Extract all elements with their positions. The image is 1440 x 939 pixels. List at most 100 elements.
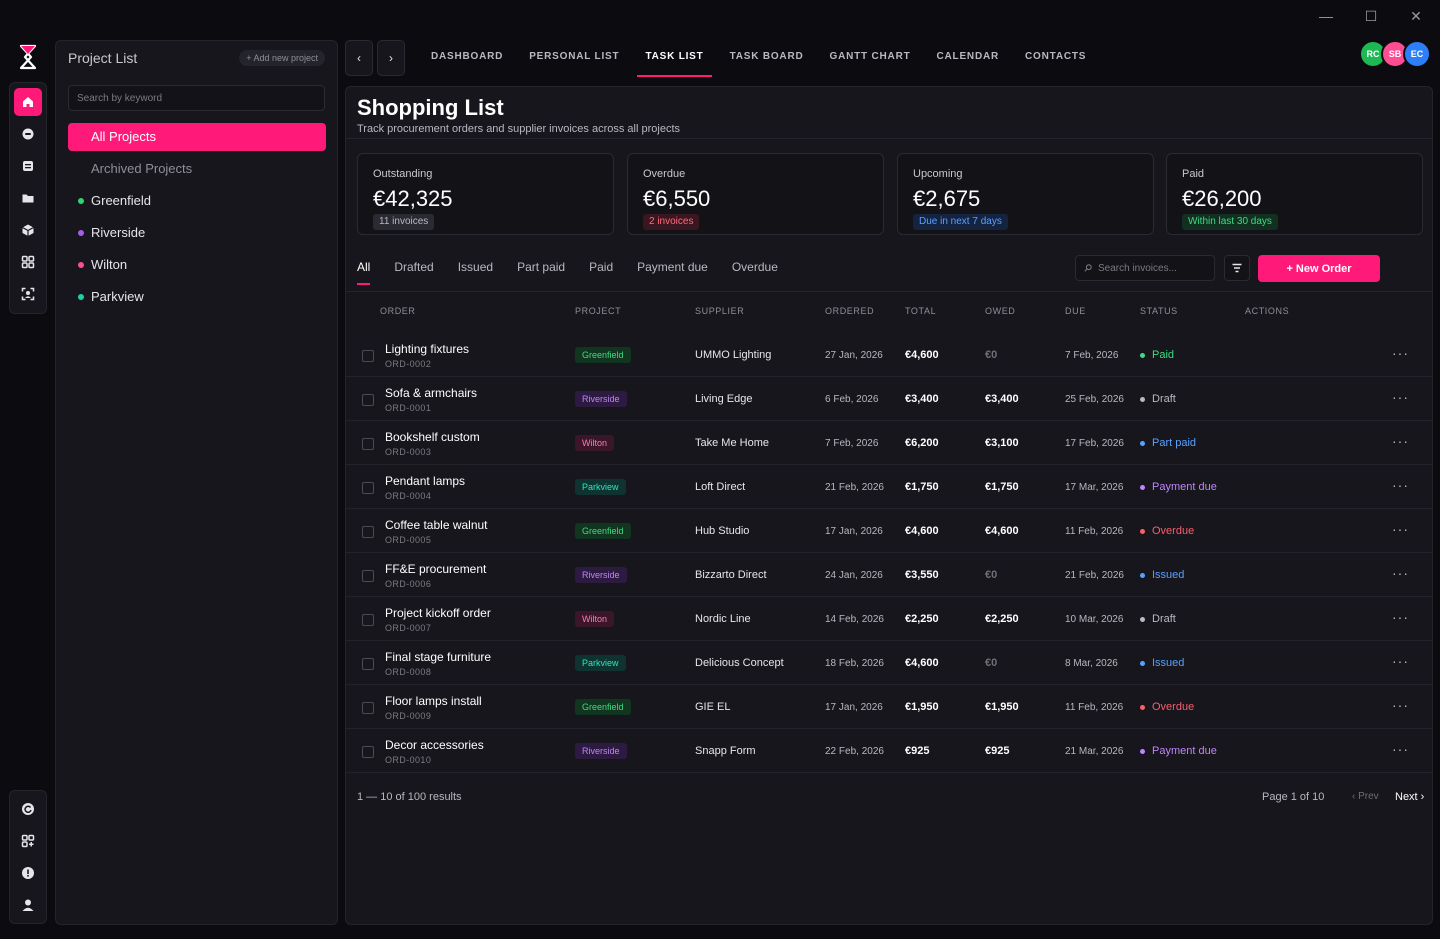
filter-button[interactable] [1224,255,1250,281]
minimize-button[interactable]: — [1319,8,1333,24]
invoice-search-input[interactable] [1098,262,1208,274]
prev-page-button[interactable]: ‹ Prev [1352,791,1379,802]
close-button[interactable]: ✕ [1410,7,1422,24]
sidebar-item-all-projects[interactable]: All Projects [68,123,326,151]
sidebar-item-greenfield[interactable]: Greenfield [68,187,326,215]
user-icon[interactable] [14,891,42,919]
row-actions-menu-icon[interactable]: ··· [1392,653,1409,669]
table-row[interactable]: Sofa & armchairs ORD-0001 Riverside Living … [346,377,1432,421]
column-header-status[interactable]: STATUS [1140,306,1178,316]
table-row[interactable]: Coffee table walnut ORD-0005 Greenfield Hub… [346,509,1432,553]
sidebar-item-wilton[interactable]: Wilton [68,251,326,279]
row-checkbox[interactable] [362,570,374,582]
row-checkbox[interactable] [362,394,374,406]
icon-rail-bottom [9,790,47,924]
row-checkbox[interactable] [362,350,374,362]
scan-face-icon[interactable] [14,280,42,308]
row-checkbox[interactable] [362,702,374,714]
order-name[interactable]: Project kickoff order [385,606,491,620]
table-row[interactable]: Final stage furniture ORD-0008 Parkview Del… [346,641,1432,685]
order-name[interactable]: FF&E procurement [385,562,487,576]
table-row[interactable]: Project kickoff order ORD-0007 Wilton Nordi… [346,597,1432,641]
row-actions-menu-icon[interactable]: ··· [1392,389,1409,405]
add-project-button[interactable]: + Add new project [239,50,325,66]
project-search-input[interactable] [68,85,325,111]
table-row[interactable]: Decor accessories ORD-0010 Riverside Snapp … [346,729,1432,773]
app-logo-icon[interactable] [17,44,39,70]
sidebar-item-riverside[interactable]: Riverside [68,219,326,247]
table-row[interactable]: Floor lamps install ORD-0009 Greenfield GIE… [346,685,1432,729]
row-checkbox[interactable] [362,658,374,670]
order-name[interactable]: Final stage furniture [385,650,492,664]
refresh-icon[interactable] [14,795,42,823]
next-page-button[interactable]: Next › [1395,791,1425,803]
column-header-order[interactable]: ORDER [380,306,416,316]
table-row[interactable]: Bookshelf custom ORD-0003 Wilton Take Me Ho… [346,421,1432,465]
tab-dashboard[interactable]: DASHBOARD [431,51,504,62]
filter-tab-issued[interactable]: Issued [457,260,494,274]
tab-personal-list[interactable]: PERSONAL LIST [529,51,620,62]
maximize-button[interactable]: ☐ [1364,7,1378,24]
order-name[interactable]: Lighting fixtures [385,342,470,356]
project-badge: Wilton [575,435,615,451]
tab-gantt-chart[interactable]: GANTT CHART [829,51,911,62]
project-color-dot [78,230,84,236]
row-actions-menu-icon[interactable]: ··· [1392,345,1409,361]
row-actions-menu-icon[interactable]: ··· [1392,741,1409,757]
filter-tab-overdue[interactable]: Overdue [731,260,778,274]
tab-calendar[interactable]: CALENDAR [936,51,1000,62]
row-actions-menu-icon[interactable]: ··· [1392,697,1409,713]
home-icon[interactable] [14,88,42,116]
alert-icon[interactable] [14,859,42,887]
row-checkbox[interactable] [362,526,374,538]
tab-task-list[interactable]: TASK LIST [637,40,712,77]
avatar[interactable]: EC [1403,40,1431,68]
row-checkbox[interactable] [362,482,374,494]
column-header-project[interactable]: PROJECT [575,306,622,316]
chat-icon[interactable] [14,120,42,148]
order-name[interactable]: Floor lamps install [385,694,482,708]
status-badge: Draft [1140,393,1176,405]
filter-tab-all[interactable]: All [357,259,371,285]
cube-icon[interactable] [14,216,42,244]
row-checkbox[interactable] [362,438,374,450]
row-actions-menu-icon[interactable]: ··· [1392,477,1409,493]
filter-tab-drafted[interactable]: Drafted [394,260,434,274]
row-actions-menu-icon[interactable]: ··· [1392,521,1409,537]
filter-tab-payment-due[interactable]: Payment due [637,260,708,274]
column-header-owed[interactable]: OWED [985,306,1016,316]
row-actions-menu-icon[interactable]: ··· [1392,609,1409,625]
row-actions-menu-icon[interactable]: ··· [1392,433,1409,449]
order-name[interactable]: Coffee table walnut [385,518,488,532]
grid-icon[interactable] [14,248,42,276]
order-name[interactable]: Decor accessories [385,738,484,752]
row-checkbox[interactable] [362,746,374,758]
filter-tab-part-paid[interactable]: Part paid [517,260,566,274]
column-header-supplier[interactable]: SUPPLIER [695,306,745,316]
table-row[interactable]: FF&E procurement ORD-0006 Riverside Bizzart… [346,553,1432,597]
nav-back-button[interactable]: ‹ [345,40,373,76]
table-row[interactable]: Pendant lamps ORD-0004 Parkview Loft Direct… [346,465,1432,509]
sidebar-title: Project List [68,50,138,66]
new-order-button[interactable]: + New Order [1258,255,1380,282]
column-header-due[interactable]: DUE [1065,306,1086,316]
row-actions-menu-icon[interactable]: ··· [1392,565,1409,581]
row-checkbox[interactable] [362,614,374,626]
sidebar-item-parkview[interactable]: Parkview [68,283,326,311]
tab-contacts[interactable]: CONTACTS [1025,51,1087,62]
column-header-total[interactable]: TOTAL [905,306,937,316]
table-row[interactable]: Lighting fixtures ORD-0002 Greenfield UMMO … [346,333,1432,377]
grid-add-icon[interactable] [14,827,42,855]
invoice-search[interactable] [1075,255,1215,281]
folder-icon[interactable] [14,184,42,212]
sidebar-item-archived-projects[interactable]: Archived Projects [91,161,193,176]
tab-task-board[interactable]: TASK BOARD [729,51,804,62]
order-name[interactable]: Pendant lamps [385,474,466,488]
column-header-ordered[interactable]: ORDERED [825,306,875,316]
avatar[interactable]: SB [1381,40,1409,68]
order-name[interactable]: Sofa & armchairs [385,386,478,400]
filter-tab-paid[interactable]: Paid [589,260,614,274]
order-name[interactable]: Bookshelf custom [385,430,480,444]
list-icon[interactable] [14,152,42,180]
nav-forward-button[interactable]: › [377,40,405,76]
